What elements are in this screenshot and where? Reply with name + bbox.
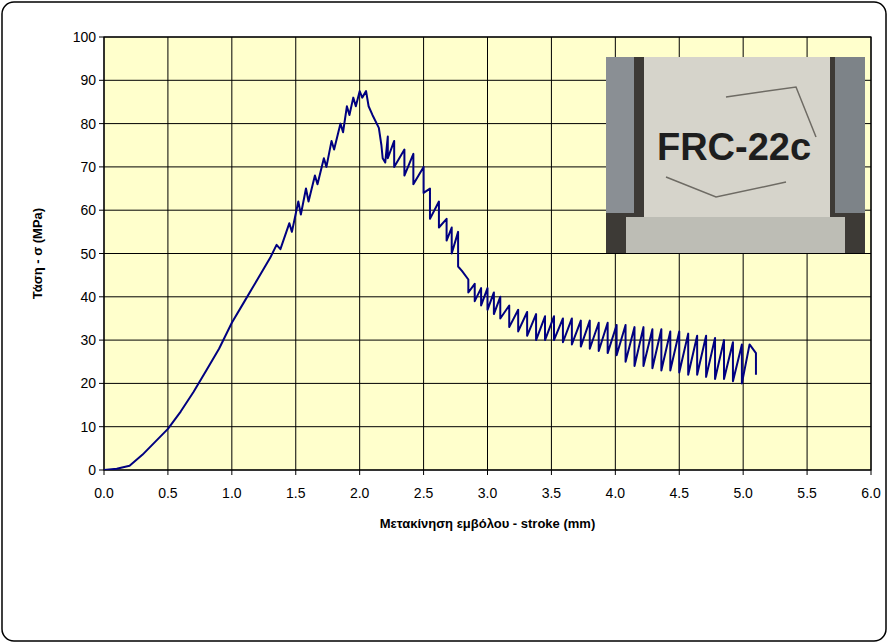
outer-frame bbox=[2, 2, 886, 641]
grid-line bbox=[423, 37, 424, 470]
grid-line bbox=[487, 37, 488, 470]
plot-frame bbox=[104, 37, 871, 470]
chart: 0 10 20 30 40 50 60 70 80 90 100 0.0 0.5 1.0 1.5 2.0 2.5… bbox=[0, 0, 889, 644]
tick-mark bbox=[231, 470, 232, 475]
tick-label: 4.0 bbox=[606, 485, 626, 501]
tick-mark bbox=[359, 470, 360, 475]
tick-mark bbox=[99, 470, 104, 471]
tick-label: 20 bbox=[80, 375, 96, 391]
grid-line bbox=[295, 37, 296, 470]
tick-mark bbox=[99, 340, 104, 341]
grid-line bbox=[551, 37, 552, 470]
tick-label: 100 bbox=[73, 29, 97, 45]
tick-label: 2.0 bbox=[350, 485, 370, 501]
grid-line bbox=[231, 37, 232, 470]
tick-mark bbox=[423, 470, 424, 475]
photo-inset: FRC-22c bbox=[606, 57, 865, 253]
tick-label: 30 bbox=[80, 332, 96, 348]
tick-mark bbox=[99, 80, 104, 81]
photo-platen bbox=[835, 57, 865, 213]
tick-mark bbox=[551, 470, 552, 475]
tick-label: 80 bbox=[80, 116, 96, 132]
photo-crack bbox=[666, 177, 786, 197]
tick-label: 70 bbox=[80, 159, 96, 175]
tick-label: 4.5 bbox=[670, 485, 690, 501]
tick-label: 0 bbox=[88, 462, 96, 478]
tick-label: 1.0 bbox=[222, 485, 242, 501]
photo-label: FRC-22c bbox=[657, 126, 811, 168]
tick-label: 1.5 bbox=[286, 485, 306, 501]
tick-label: 60 bbox=[80, 202, 96, 218]
tick-mark bbox=[295, 470, 296, 475]
tick-mark bbox=[99, 296, 104, 297]
tick-mark bbox=[99, 426, 104, 427]
grid-line bbox=[359, 37, 360, 470]
tick-label: 3.0 bbox=[478, 485, 498, 501]
tick-mark bbox=[167, 470, 168, 475]
photo-base bbox=[626, 217, 845, 253]
photo-specimen bbox=[644, 57, 830, 217]
tick-label: 5.5 bbox=[797, 485, 817, 501]
tick-mark bbox=[615, 470, 616, 475]
tick-mark bbox=[99, 210, 104, 211]
tick-mark bbox=[679, 470, 680, 475]
tick-mark bbox=[807, 470, 808, 475]
photo-platen bbox=[606, 57, 634, 213]
tick-mark bbox=[99, 253, 104, 254]
tick-label: 0.5 bbox=[158, 485, 178, 501]
tick-mark bbox=[99, 123, 104, 124]
tick-label: 0.0 bbox=[94, 485, 114, 501]
tick-label: 6.0 bbox=[861, 485, 881, 501]
tick-mark bbox=[99, 383, 104, 384]
tick-mark bbox=[104, 470, 105, 475]
tick-label: 40 bbox=[80, 289, 96, 305]
tick-label: 10 bbox=[80, 419, 96, 435]
tick-label: 90 bbox=[80, 72, 96, 88]
plot-background bbox=[104, 37, 871, 470]
y-axis-title: Τάση - σ (MPa) bbox=[30, 208, 45, 299]
tick-label: 3.5 bbox=[542, 485, 562, 501]
photo-background bbox=[606, 57, 865, 253]
tick-label: 2.5 bbox=[414, 485, 434, 501]
grid-line bbox=[167, 37, 168, 470]
x-axis-title: Μετακίνηση εμβόλου - stroke (mm) bbox=[380, 516, 595, 531]
tick-label: 50 bbox=[80, 246, 96, 262]
tick-mark bbox=[871, 470, 872, 475]
tick-mark bbox=[487, 470, 488, 475]
tick-mark bbox=[743, 470, 744, 475]
tick-label: 5.0 bbox=[733, 485, 753, 501]
tick-mark bbox=[99, 166, 104, 167]
tick-mark bbox=[99, 37, 104, 38]
